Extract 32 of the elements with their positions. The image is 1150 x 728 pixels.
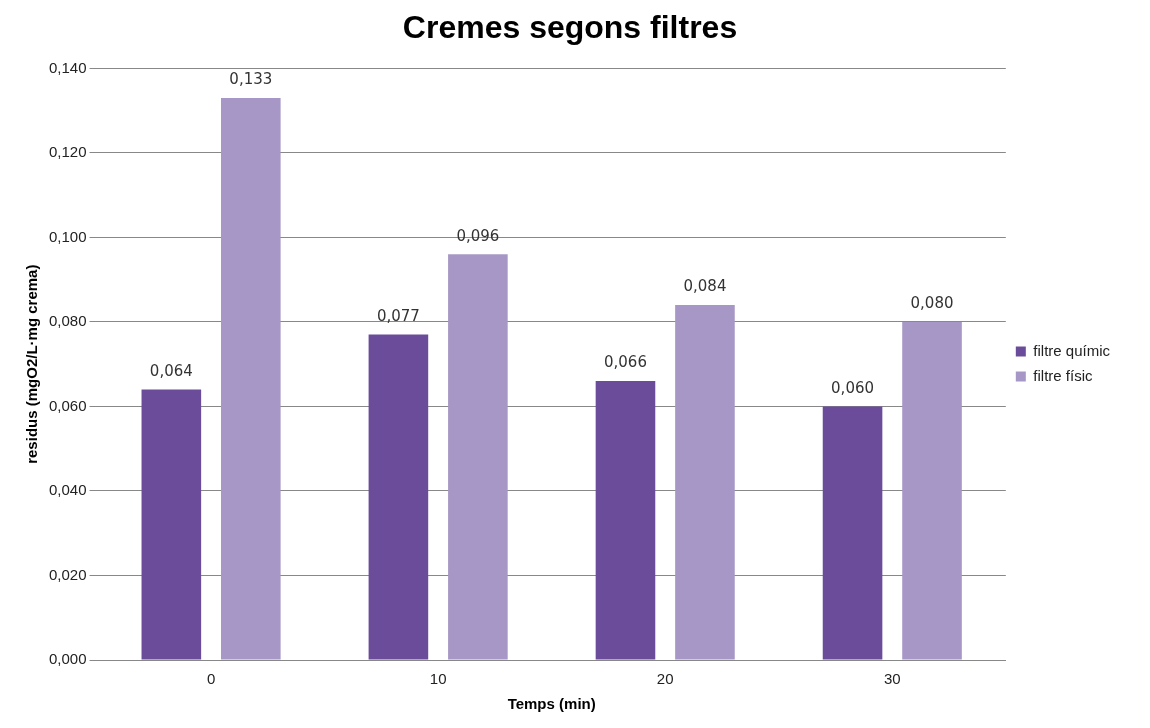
data-label: 0,064 [149, 361, 193, 380]
y-tick-label: 0,100 [48, 227, 87, 245]
data-label: 0,077 [376, 307, 420, 326]
bar [902, 321, 962, 660]
bar [141, 389, 202, 660]
x-tick-label: 0 [206, 670, 216, 688]
x-axis-title: Temps (min) [507, 695, 596, 713]
legend-label: filtre físic [1033, 366, 1093, 384]
data-label: 0,133 [229, 70, 273, 89]
bar [595, 381, 656, 660]
data-label: 0,066 [604, 353, 647, 372]
data-label: 0,060 [831, 378, 875, 397]
y-tick-label: 0,000 [48, 650, 87, 668]
y-tick-label: 0,080 [48, 312, 87, 330]
y-tick-label: 0,020 [48, 565, 87, 583]
x-tick-label: 20 [656, 670, 674, 688]
x-tick-label: 30 [883, 670, 901, 688]
y-tick-label: 0,060 [48, 396, 87, 414]
bar [368, 334, 429, 660]
legend-label: filtre químic [1033, 341, 1111, 359]
y-tick-label: 0,040 [48, 481, 87, 499]
x-tick-label: 10 [429, 670, 447, 688]
bar [448, 254, 508, 660]
bar [221, 97, 281, 660]
chart-title: Cremes segons filtres [402, 9, 738, 46]
y-tick-label: 0,140 [48, 58, 87, 76]
y-tick-label: 0,120 [48, 143, 87, 161]
bar [675, 305, 735, 660]
data-label: 0,080 [910, 294, 954, 313]
bar [822, 406, 883, 660]
y-axis-title: residus (mgO2/L·mg crema) [23, 264, 41, 464]
data-label: 0,084 [683, 277, 727, 296]
